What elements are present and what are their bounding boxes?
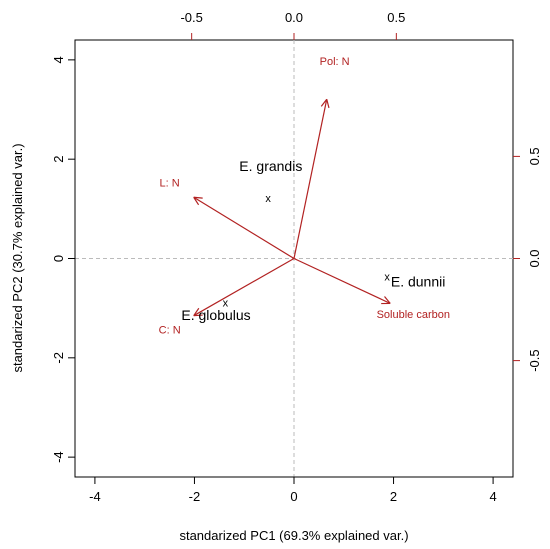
loading-arrowhead <box>384 296 391 304</box>
top-tick-label: 0.5 <box>387 10 405 25</box>
top-tick-label: 0.0 <box>285 10 303 25</box>
x-tick-label: -2 <box>189 489 201 504</box>
observation-label: E. globulus <box>181 307 250 323</box>
x-tick-label: -4 <box>89 489 101 504</box>
observation-point: x <box>265 193 271 205</box>
loading-arrowhead <box>326 99 330 109</box>
observation-label: E. dunnii <box>391 273 445 289</box>
observation-label: E. grandis <box>239 158 302 174</box>
y-axis-label: standarized PC2 (30.7% explained var.) <box>10 143 25 372</box>
loading-arrow <box>193 257 295 317</box>
top-tick-label: -0.5 <box>180 10 202 25</box>
right-tick-label: 0.0 <box>527 249 542 267</box>
loading-arrowhead <box>320 98 328 107</box>
loading-arrow <box>293 257 391 304</box>
x-tick-label: 0 <box>290 489 297 504</box>
loading-label: L: N <box>160 178 180 190</box>
observation-point: x <box>384 271 390 283</box>
right-tick-label: -0.5 <box>527 349 542 371</box>
x-tick-label: 2 <box>390 489 397 504</box>
loading-arrowhead <box>193 196 203 199</box>
y-tick-label: 2 <box>51 156 66 163</box>
loading-label: Pol: N <box>320 56 350 68</box>
y-tick-label: 4 <box>51 56 66 63</box>
loading-label: C: N <box>159 324 181 336</box>
loading-label: Soluble carbon <box>377 309 450 321</box>
x-tick-label: 4 <box>489 489 496 504</box>
y-tick-label: -4 <box>51 451 66 463</box>
y-tick-label: 0 <box>51 255 66 262</box>
observation-point: x <box>223 298 229 310</box>
y-tick-label: -2 <box>51 352 66 364</box>
right-tick-label: 0.5 <box>527 147 542 165</box>
loading-arrowhead <box>193 307 200 317</box>
loading-arrow <box>293 99 328 259</box>
loading-arrow <box>193 196 295 260</box>
x-axis-label: standarized PC1 (69.3% explained var.) <box>179 528 408 543</box>
loading-arrowhead <box>193 314 203 317</box>
loading-arrowhead <box>193 196 200 206</box>
